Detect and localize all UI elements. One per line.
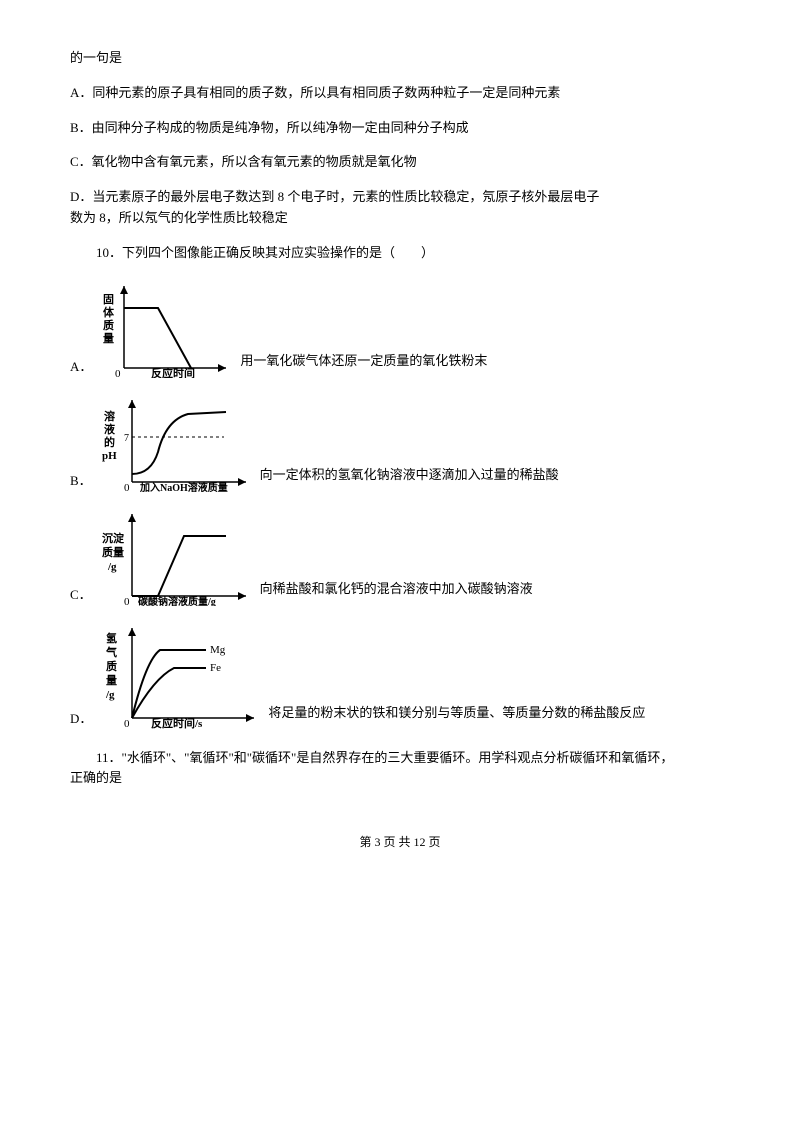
svg-text:的: 的 (104, 435, 115, 449)
chart-d-xlabel: 反应时间/s (151, 716, 203, 730)
svg-text:量: 量 (103, 332, 114, 345)
svg-text:/g: /g (105, 689, 115, 701)
chart-b-text: 向一定体积的氢氧化钠溶液中逐滴加入过量的稀盐酸 (260, 465, 559, 486)
svg-text:质: 质 (106, 659, 117, 673)
chart-d-text: 将足量的粉末状的铁和镁分别与等质量、等质量分数的稀盐酸反应 (268, 703, 645, 724)
option-letter-a: A． (70, 357, 92, 378)
svg-text:质量: 质量 (102, 545, 124, 559)
svg-text:0: 0 (124, 482, 130, 492)
svg-text:固: 固 (103, 293, 114, 306)
chart-c-xlabel: 碳酸钠溶液质量/g (138, 595, 216, 606)
option-b-row: B． 溶 液 的 pH 7 0 加入NaOH溶液质量 向一定体积的氢氧化钠溶液中… (70, 392, 730, 492)
chart-c-text: 向稀盐酸和氯化钙的混合溶液中加入碳酸钠溶液 (260, 579, 533, 600)
chart-c: 沉淀 质量 /g 0 碳酸钠溶液质量/g (96, 506, 256, 606)
svg-text:Fe: Fe (210, 662, 221, 674)
svg-text:0: 0 (124, 718, 130, 730)
chart-a-text: 用一氧化碳气体还原一定质量的氧化铁粉末 (240, 351, 487, 372)
svg-text:溶: 溶 (104, 409, 115, 423)
svg-text:沉淀: 沉淀 (102, 531, 125, 545)
option-d-row: D． Mg Fe 氢 气 质 量 /g 0 反应时间/s 将足量的粉末状的铁和镁… (70, 620, 730, 730)
option-letter-c: C． (70, 585, 92, 606)
question-11-line2: 正确的是 (70, 768, 730, 789)
option-letter-b: B． (70, 471, 92, 492)
question-11-line1: 11．"水循环"、"氧循环"和"碳循环"是自然界存在的三大重要循环。用学科观点分… (70, 748, 730, 769)
svg-text:质: 质 (103, 318, 114, 332)
chart-d: Mg Fe 氢 气 质 量 /g 0 反应时间/s (96, 620, 264, 730)
svg-text:液: 液 (104, 422, 116, 436)
svg-text:量: 量 (106, 674, 117, 687)
svg-text:体: 体 (103, 305, 115, 319)
chart-b-xlabel: 加入NaOH溶液质量 (139, 481, 228, 492)
option-letter-d: D． (70, 709, 92, 730)
option-a: A．同种元素的原子具有相同的质子数，所以具有相同质子数两种粒子一定是同种元素 (70, 83, 730, 104)
option-d-line2: 数为 8，所以氖气的化学性质比较稳定 (70, 208, 730, 229)
svg-text:Mg: Mg (210, 644, 226, 656)
svg-text:氢: 氢 (106, 631, 117, 645)
option-d-line1: D．当元素原子的最外层电子数达到 8 个电子时，元素的性质比较稳定，氖原子核外最… (70, 187, 730, 208)
svg-text:7: 7 (124, 433, 129, 444)
chart-b: 溶 液 的 pH 7 0 加入NaOH溶液质量 (96, 392, 256, 492)
option-a-row: A． 固 体 质 量 0 反应时间 用一氧化碳气体还原一定质量的氧化铁粉末 (70, 278, 730, 378)
option-c: C．氧化物中含有氧元素，所以含有氧元素的物质就是氧化物 (70, 152, 730, 173)
question-continuation: 的一句是 (70, 48, 730, 69)
chart-a: 固 体 质 量 0 反应时间 (96, 278, 236, 378)
svg-text:0: 0 (115, 368, 121, 378)
svg-text:/g: /g (107, 561, 117, 573)
chart-a-xlabel: 反应时间 (151, 366, 195, 378)
option-b: B．由同种分子构成的物质是纯净物，所以纯净物一定由同种分子构成 (70, 118, 730, 139)
page-footer: 第 3 页 共 12 页 (70, 833, 730, 852)
svg-text:pH: pH (102, 450, 117, 462)
question-10: 10．下列四个图像能正确反映其对应实验操作的是（ ） (70, 243, 730, 264)
option-c-row: C． 沉淀 质量 /g 0 碳酸钠溶液质量/g 向稀盐酸和氯化钙的混合溶液中加入… (70, 506, 730, 606)
svg-text:0: 0 (124, 596, 130, 606)
svg-text:气: 气 (105, 645, 117, 659)
